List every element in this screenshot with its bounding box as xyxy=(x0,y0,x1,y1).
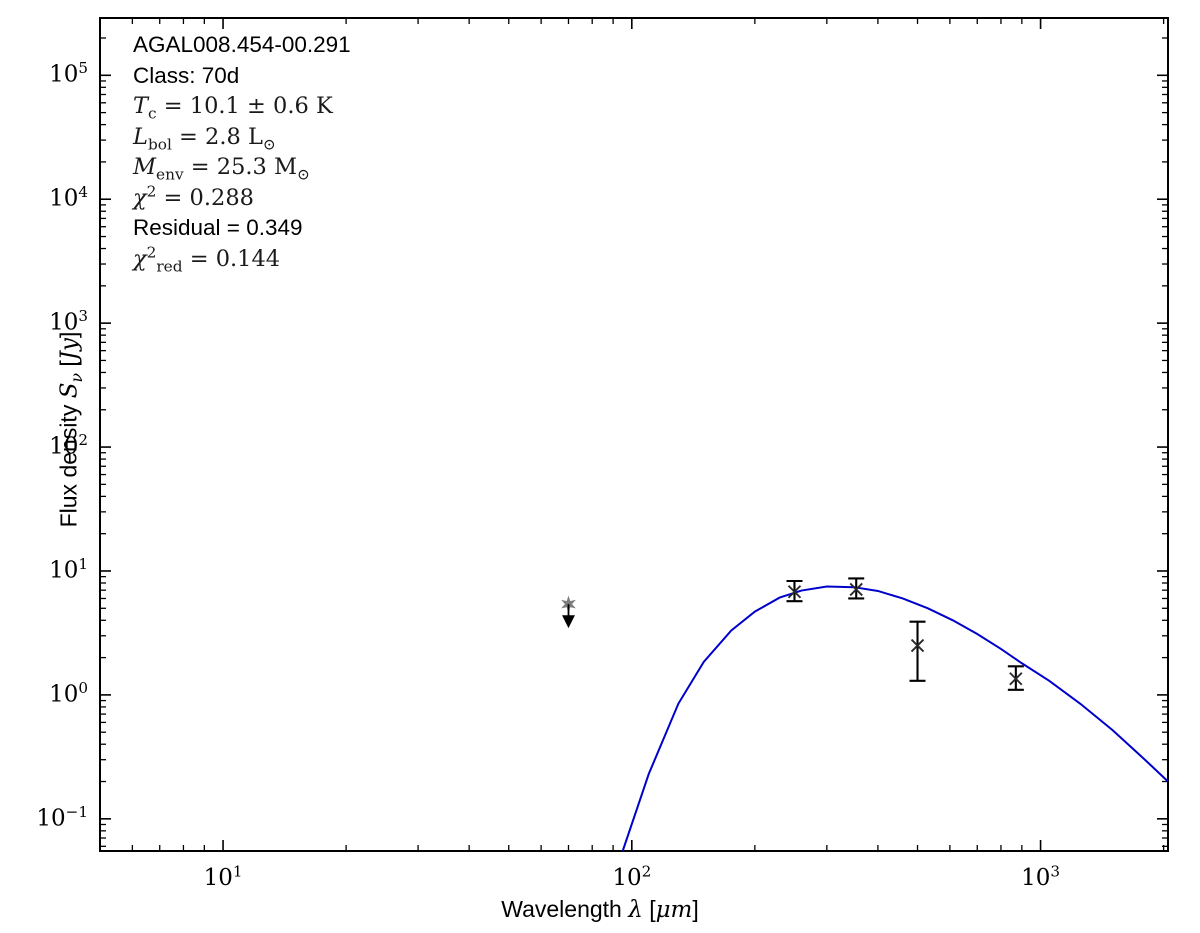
y-tick-label: 105 xyxy=(49,59,88,88)
data-point xyxy=(786,579,803,603)
y-axis-ticks xyxy=(100,37,1168,847)
annotation-source-name: AGAL008.454-00.291 xyxy=(133,32,351,57)
y-tick-label: 101 xyxy=(49,554,88,584)
x-marker xyxy=(849,582,863,597)
x-tick-label: 102 xyxy=(612,862,652,891)
y-tick-label: 104 xyxy=(49,183,88,212)
x-marker xyxy=(787,585,802,599)
upper-limit-markers xyxy=(561,595,576,629)
axes-frame xyxy=(99,17,1169,852)
photometry-data-points xyxy=(786,577,1024,691)
upper-limit-marker xyxy=(561,595,576,629)
annotation-chi2: χ2 = 0.288 xyxy=(133,182,254,211)
upper-limit-arrow-head-icon xyxy=(562,615,575,629)
x-axis-ticks xyxy=(99,18,1165,851)
annotation-chi2-reduced: χ2red = 0.144 xyxy=(133,243,281,275)
data-point xyxy=(1007,665,1024,691)
y-tick-label: 10−1 xyxy=(36,802,88,832)
annotation-mass: Menv = 25.3 M⊙ xyxy=(133,154,310,184)
y-tick-label: 103 xyxy=(49,306,88,336)
greybody-fit-curve xyxy=(621,585,1169,852)
x-axis-title: Wavelength λ [μm] xyxy=(501,896,699,923)
y-axis-title: Flux density Sν [Jy] xyxy=(55,331,87,528)
x-marker xyxy=(1009,672,1023,686)
annotation-block: AGAL008.454-00.291 Class: 70d Tc = 10.1 … xyxy=(133,30,553,274)
data-point xyxy=(909,620,926,682)
x-tick-label: 103 xyxy=(1021,862,1061,891)
annotation-temperature: Tc = 10.1 ± 0.6 K xyxy=(133,93,333,123)
data-point xyxy=(848,577,865,600)
annotation-luminosity: Lbol = 2.8 L⊙ xyxy=(133,123,276,153)
annotation-class: Class: 70d xyxy=(133,62,240,88)
annotation-residual: Residual = 0.349 xyxy=(133,215,303,240)
y-tick-label: 102 xyxy=(49,430,88,460)
y-tick-label: 100 xyxy=(49,678,88,708)
x-marker xyxy=(910,638,925,653)
x-tick-label: 101 xyxy=(203,862,243,891)
